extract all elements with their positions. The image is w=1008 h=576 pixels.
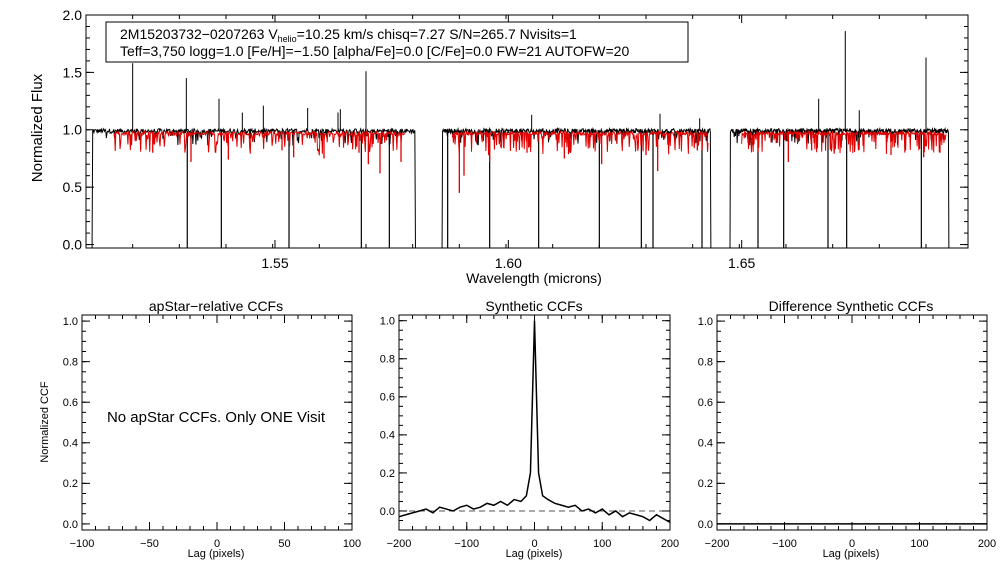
apstar-ccf-title: apStar−relative CCFs (149, 298, 283, 314)
difference-ccf-xtick-label: 200 (978, 538, 996, 550)
spectrum-ylabel: Normalized Flux (29, 73, 46, 182)
difference-ccf-plot-frame (716, 314, 988, 531)
apstar-ccf-ytick-label: 0.0 (63, 519, 78, 531)
synthetic-ccf-title: Synthetic CCFs (485, 298, 582, 314)
spectrum-xtick-label: 1.60 (495, 255, 522, 271)
synthetic-ccf-xtick-label: 100 (593, 538, 611, 550)
spectrum-ytick-label: 0.5 (63, 179, 83, 195)
apstar-ccf-xtick-label: 50 (278, 538, 290, 550)
synthetic-ccf-xtick-label: 200 (661, 538, 679, 550)
apstar-ccf-ytick-label: 0.8 (63, 357, 78, 369)
apstar-ccf-ytick-label: 1.0 (63, 316, 78, 328)
synthetic-ccf-ytick-label: 0.6 (380, 392, 395, 404)
apstar-ccf-xtick-label: −100 (70, 538, 95, 550)
difference-ccf-xtick-label: 100 (910, 538, 928, 550)
difference-ccf-axis-ticks: −200 −100 0 100 200 0.0 0.2 0.4 0.6 0.8 1.0 (698, 315, 996, 550)
spectrum-info-line2: Teff=3,750 logg=1.0 [Fe/H]=−1.50 [alpha/… (120, 43, 629, 59)
synthetic-ccf-xtick-label: 0 (531, 538, 537, 550)
vhelio-rest: =10.25 km/s chisq=7.27 S/N=265.7 Nvisits… (297, 26, 577, 42)
observed-spectrum-chip (441, 126, 712, 249)
spectrum-xtick-label: 1.55 (261, 255, 288, 271)
synthetic-ccf-ytick-label: 1.0 (380, 316, 395, 328)
apstar-ccf-xtick-label: 0 (214, 538, 220, 550)
synthetic-ccf-panel: Synthetic CCFs −200 −100 0 100 200 0.0 0.2 0.4 0… (380, 298, 679, 560)
spectrum-plot-frame (85, 14, 969, 249)
no-ccf-message: No apStar CCFs. Only ONE Visit (107, 409, 326, 426)
spectrum-info-box (105, 21, 689, 63)
model-spectrum-chip (451, 129, 709, 156)
apstar-ccf-ytick-label: 0.4 (63, 438, 78, 450)
vhelio-subscript: helio (278, 34, 297, 44)
apstar-ccf-xtick-label: −50 (140, 538, 159, 550)
difference-ccf-ytick-label: 0.0 (698, 519, 713, 531)
spectrum-info-line1: 2M15203732−0207263 Vhelio=10.25 km/s chi… (120, 26, 577, 44)
difference-ccf-ytick-label: 0.4 (698, 438, 713, 450)
apstar-ccf-axis-ticks: −100 −50 0 50 100 0.0 0.2 0.4 0.6 0.8 1.0 (63, 315, 361, 550)
observed-spectrum-chip (729, 126, 950, 249)
spectrum-axis-ticks: 1.55 1.60 1.65 0.0 0.5 1.0 1.5 2.0 (63, 7, 968, 271)
spectrum-ytick-label: 1.5 (63, 64, 83, 80)
synthetic-ccf-xtick-label: −200 (387, 538, 412, 550)
difference-ccf-ytick-label: 0.6 (698, 397, 713, 409)
apstar-ccf-ytick-label: 0.2 (63, 478, 78, 490)
difference-ccf-title: Difference Synthetic CCFs (769, 298, 934, 314)
difference-ccf-panel: Difference Synthetic CCFs −200 −100 0 100 20… (698, 298, 996, 560)
synthetic-ccf-xlabel: Lag (pixels) (506, 548, 563, 560)
apstar-ccf-ylabel: Normalized CCF (39, 381, 51, 463)
difference-ccf-xtick-label: 0 (849, 538, 855, 550)
difference-ccf-xtick-label: −100 (772, 538, 797, 550)
difference-ccf-xlabel: Lag (pixels) (823, 548, 880, 560)
spectrum-ytick-label: 2.0 (63, 7, 83, 23)
difference-ccf-ytick-label: 0.2 (698, 478, 713, 490)
synthetic-ccf-xtick-label: −100 (454, 538, 479, 550)
model-spectrum-chip (113, 129, 406, 156)
apstar-ccf-xtick-label: 100 (343, 538, 361, 550)
spectrum-panel: 1.55 1.60 1.65 0.0 0.5 1.0 1.5 2.0 Normalized F… (29, 7, 969, 286)
vhelio-prefix: V (268, 26, 278, 42)
synthetic-ccf-ytick-label: 0.4 (380, 430, 395, 442)
difference-ccf-xtick-label: −200 (705, 538, 730, 550)
apstar-ccf-ytick-label: 0.6 (63, 397, 78, 409)
apstar-ccf-xlabel: Lag (pixels) (188, 548, 245, 560)
spectrum-xlabel: Wavelength (microns) (466, 270, 602, 286)
synthetic-ccf-ytick-label: 0.0 (380, 506, 395, 518)
synthetic-ccf-ytick-label: 0.8 (380, 354, 395, 366)
apstar-ccf-panel: apStar−relative CCFs −100 −50 0 50 100 0.0 0.2… (39, 298, 361, 560)
difference-ccf-ytick-label: 1.0 (698, 316, 713, 328)
difference-ccf-ytick-label: 0.8 (698, 357, 713, 369)
star-id: 2M15203732−0207263 (120, 26, 265, 42)
synthetic-ccf-series (398, 320, 671, 524)
model-spectrum-series (113, 129, 947, 193)
observed-spectrum-series (91, 31, 950, 249)
synthetic-ccf-ytick-label: 0.2 (380, 468, 395, 480)
spectrum-ytick-label: 0.0 (63, 236, 83, 252)
synthetic-ccf-axis-ticks: −200 −100 0 100 200 0.0 0.2 0.4 0.6 0.8 1.0 (380, 315, 679, 550)
model-spectrum-chip (741, 129, 947, 154)
spectrum-xtick-label: 1.65 (728, 255, 755, 271)
spectrum-ytick-label: 1.0 (63, 122, 83, 138)
